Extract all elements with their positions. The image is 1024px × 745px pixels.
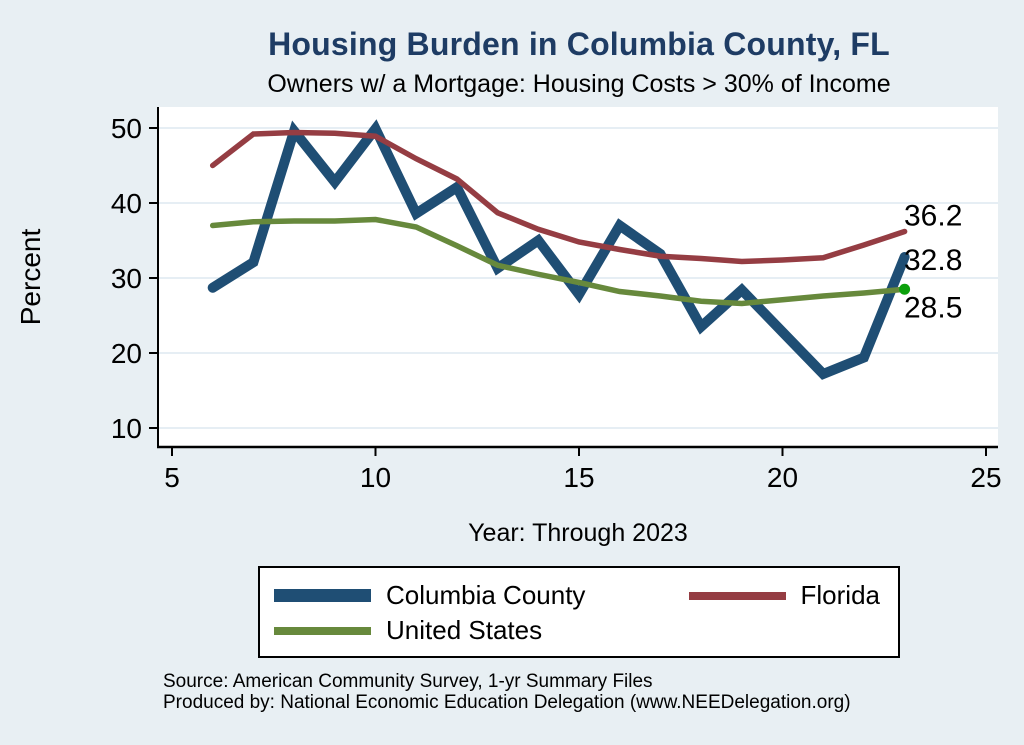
columbia-county-end-value-label: 32.8 [904, 244, 962, 277]
x-tick-label-20: 20 [767, 462, 798, 493]
y-tick-label-50: 50 [111, 113, 142, 144]
legend-row-1: Columbia County Florida [274, 578, 880, 613]
y-tick-label-20: 20 [111, 338, 142, 369]
legend-label-united-states: United States [386, 615, 543, 645]
x-tick-label-5: 5 [164, 462, 180, 493]
columbia-county-line [207, 119, 910, 380]
columbia-county-line-swatch [274, 589, 371, 602]
united-states-end-marker [899, 283, 911, 295]
united-states-line [209, 216, 908, 307]
florida-line [209, 129, 908, 265]
legend-item-columbia-county: Columbia County [274, 580, 585, 611]
legend-label-florida: Florida [800, 580, 880, 610]
legend: Columbia County Florida United States [258, 566, 900, 658]
florida-end-value-label: 36.2 [904, 200, 962, 233]
y-tick-label-40: 40 [111, 188, 142, 219]
united-states-end-value-label: 28.5 [904, 291, 962, 324]
y-tick-label-30: 30 [111, 263, 142, 294]
produced-by-line: Produced by: National Economic Education… [163, 692, 851, 713]
legend-item-florida: Florida [688, 580, 880, 611]
plot-area [158, 107, 998, 447]
legend-label-columbia-county: Columbia County [386, 580, 586, 610]
y-axis-title: Percent [15, 229, 46, 326]
legend-item-united-states: United States [274, 615, 542, 646]
chart-subtitle: Owners w/ a Mortgage: Housing Costs > 30… [267, 70, 891, 98]
chart-title: Housing Burden in Columbia County, FL [268, 26, 890, 62]
housing-burden-line-chart: 10 20 30 40 50 5 10 15 20 25 Percent Year: Through … [15, 107, 1002, 547]
source-note: Source: American Community Survey, 1-yr … [163, 671, 851, 713]
x-axis-title: Year: Through 2023 [468, 519, 688, 547]
y-tick-label-10: 10 [111, 413, 142, 444]
x-tick-label-10: 10 [360, 462, 391, 493]
united-states-line-swatch [274, 626, 371, 635]
legend-row-2: United States [274, 613, 880, 648]
x-tick-label-25: 25 [970, 462, 1001, 493]
florida-line-swatch [688, 591, 786, 600]
x-tick-label-15: 15 [563, 462, 594, 493]
source-line: Source: American Community Survey, 1-yr … [163, 671, 653, 692]
